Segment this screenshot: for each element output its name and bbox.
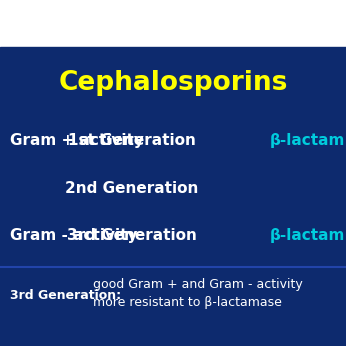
Text: 2nd Generation: 2nd Generation [65,181,198,197]
Text: Cephalosporins: Cephalosporins [58,70,288,95]
Text: 1st Generation: 1st Generation [67,134,195,148]
Text: 3rd Generation: 3rd Generation [66,228,197,243]
Text: Gram + activity: Gram + activity [10,134,144,148]
Text: good Gram + and Gram - activity
more resistant to β-lactamase: good Gram + and Gram - activity more res… [93,278,303,309]
Text: β-lactam: β-lactam [270,134,345,148]
Text: 3rd Generation:: 3rd Generation: [10,289,121,302]
Text: Gram - activity: Gram - activity [10,228,138,243]
Text: β-lactam: β-lactam [270,228,345,243]
